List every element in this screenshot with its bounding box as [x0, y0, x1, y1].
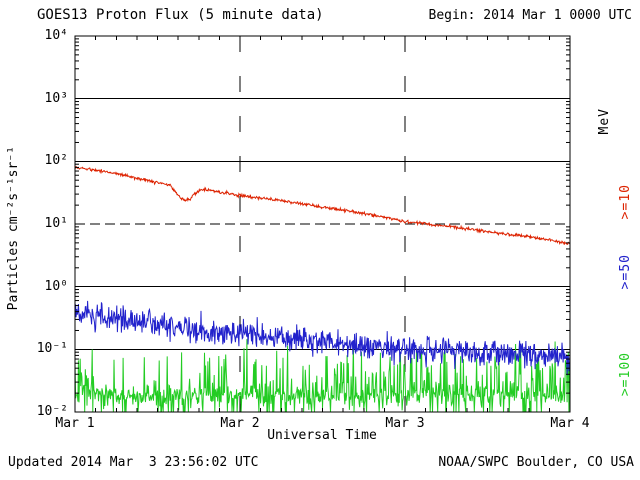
y-tick-label-1e2: 10²	[44, 153, 68, 168]
series-label-ge10: >=10	[618, 184, 633, 220]
x-tick-label-mar1: Mar 1	[55, 416, 95, 431]
updated-timestamp: Updated 2014 Mar 3 23:56:02 UTC	[8, 455, 259, 470]
source-credit: NOAA/SWPC Boulder, CO USA	[438, 455, 634, 470]
x-axis-label: Universal Time	[267, 428, 377, 443]
x-tick-label-mar3: Mar 3	[385, 416, 425, 431]
y-tick-label-1em2: 10⁻²	[36, 404, 68, 419]
y-tick-label-1em1: 10⁻¹	[36, 341, 68, 356]
y-tick-label-1e4: 10⁴	[44, 28, 68, 43]
series-label-ge50: >=50	[618, 254, 633, 290]
y-tick-label-1e0: 10⁰	[44, 279, 68, 294]
y-tick-label-1e3: 10³	[44, 91, 68, 106]
right-axis-units-label: MeV	[597, 108, 612, 135]
y-tick-label-1e1: 10¹	[44, 216, 68, 231]
chart-title: GOES13 Proton Flux (5 minute data)	[37, 7, 324, 23]
begin-timestamp: Begin: 2014 Mar 1 0000 UTC	[428, 8, 633, 23]
x-tick-label-mar4: Mar 4	[550, 416, 590, 431]
y-axis-label: Particles cm⁻²s⁻¹sr⁻¹	[6, 146, 21, 311]
x-tick-label-mar2: Mar 2	[220, 416, 260, 431]
series-label-ge100: >=100	[618, 352, 633, 397]
